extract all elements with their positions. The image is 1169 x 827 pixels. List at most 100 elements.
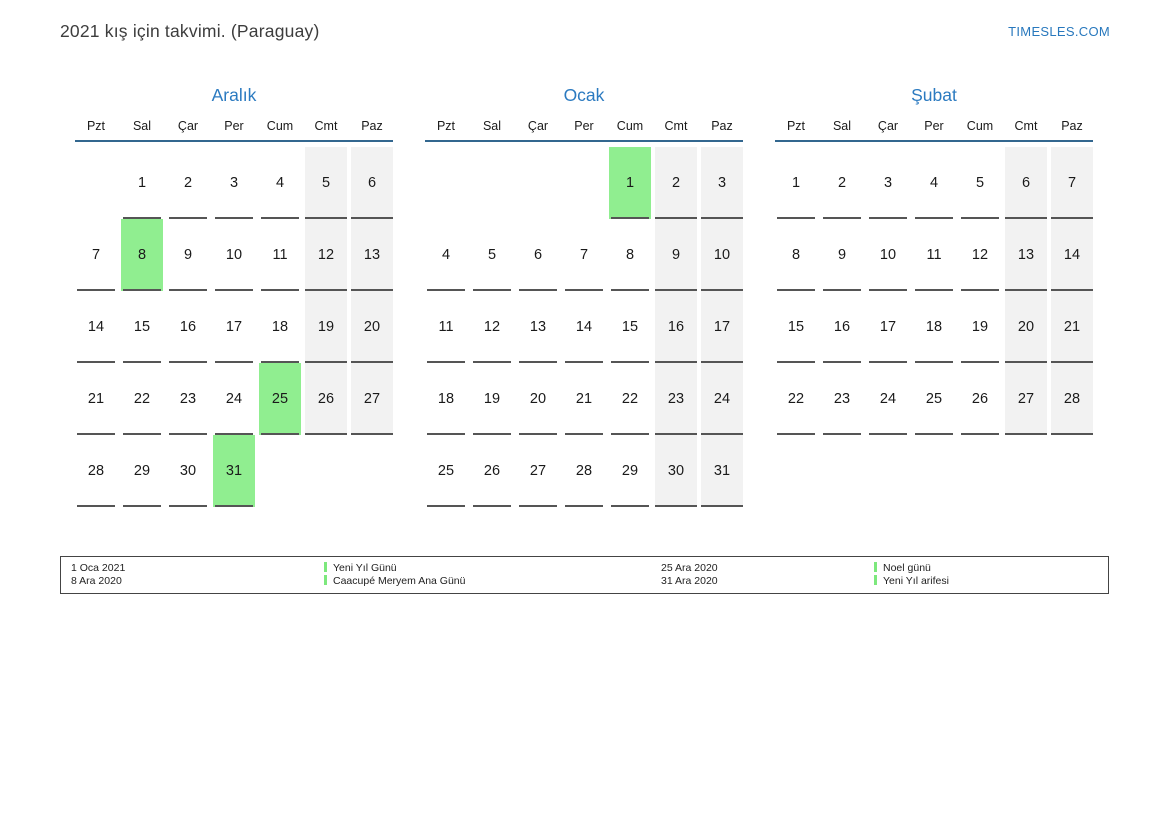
day-cell: 7 xyxy=(563,219,605,291)
holiday-day-cell: 8 xyxy=(121,219,163,291)
day-cell: 17 xyxy=(701,291,743,363)
empty-day-cell xyxy=(259,435,301,507)
weekday-label: Per xyxy=(224,119,244,133)
weekday-label: Cum xyxy=(266,119,294,133)
day-cell: 5 xyxy=(305,147,347,219)
legend-holiday-name: Yeni Yıl Günü xyxy=(333,562,397,574)
month-title: Şubat xyxy=(911,85,957,105)
weekday-label: Cmt xyxy=(314,119,338,133)
holiday-marker-bar xyxy=(324,575,327,585)
weekday-label: Cum xyxy=(616,119,644,133)
day-cell: 3 xyxy=(213,147,255,219)
day-cell: 15 xyxy=(609,291,651,363)
day-cell: 27 xyxy=(1005,363,1047,435)
day-cell: 27 xyxy=(517,435,559,507)
weekday-label: Pzt xyxy=(436,119,456,133)
weekday-label: Paz xyxy=(711,119,733,133)
day-cell: 7 xyxy=(1051,147,1093,219)
day-cell: 18 xyxy=(259,291,301,363)
day-cell: 10 xyxy=(701,219,743,291)
day-cell: 14 xyxy=(75,291,117,363)
day-cell: 20 xyxy=(351,291,393,363)
day-cell: 19 xyxy=(959,291,1001,363)
holiday-marker-bar xyxy=(874,575,877,585)
weekday-label: Paz xyxy=(1061,119,1083,133)
day-cell: 12 xyxy=(471,291,513,363)
day-cell: 19 xyxy=(305,291,347,363)
day-grid: 1 2 3 4 5 6 7 8 9 10 11 12 13 14 15 16 17 18 19 20 21 22 23 24 2… xyxy=(775,147,1093,435)
day-cell: 23 xyxy=(167,363,209,435)
day-cell: 22 xyxy=(609,363,651,435)
day-cell: 16 xyxy=(167,291,209,363)
empty-day-cell xyxy=(75,147,117,219)
day-cell: 9 xyxy=(655,219,697,291)
day-cell: 2 xyxy=(167,147,209,219)
day-cell: 20 xyxy=(517,363,559,435)
day-cell: 24 xyxy=(701,363,743,435)
day-cell: 26 xyxy=(305,363,347,435)
day-cell: 4 xyxy=(913,147,955,219)
month-calendar: Şubat Pzt Sal Çar Per Cum Cmt Paz 1 2 3 4 5 6 7 8 9 10 11 1… xyxy=(775,84,1093,435)
day-cell: 25 xyxy=(913,363,955,435)
day-cell: 15 xyxy=(121,291,163,363)
day-cell: 15 xyxy=(775,291,817,363)
header-rule xyxy=(425,140,743,142)
day-cell: 30 xyxy=(655,435,697,507)
weekday-label: Sal xyxy=(482,119,502,133)
day-cell: 1 xyxy=(775,147,817,219)
header-rule xyxy=(775,140,1093,142)
day-cell: 21 xyxy=(563,363,605,435)
weekday-label: Cmt xyxy=(664,119,688,133)
site-link[interactable]: TIMESLES.COM xyxy=(1008,24,1110,39)
day-cell: 3 xyxy=(701,147,743,219)
day-cell: 21 xyxy=(75,363,117,435)
day-cell: 21 xyxy=(1051,291,1093,363)
day-cell: 4 xyxy=(425,219,467,291)
legend-holiday-name: Caacupé Meryem Ana Günü xyxy=(333,575,466,587)
page-title: 2021 kış için takvimi. (Paraguay) xyxy=(60,21,320,41)
day-cell: 27 xyxy=(351,363,393,435)
day-cell: 6 xyxy=(351,147,393,219)
legend-date: 25 Ara 2020 xyxy=(661,562,718,574)
day-cell: 25 xyxy=(425,435,467,507)
day-cell: 14 xyxy=(1051,219,1093,291)
day-cell: 11 xyxy=(425,291,467,363)
month-title: Aralık xyxy=(211,85,257,105)
legend-names-column: Noel günü Yeni Yıl arifesi xyxy=(874,562,949,588)
legend-dates-column: 1 Oca 2021 8 Ara 2020 xyxy=(71,562,125,588)
day-cell: 1 xyxy=(121,147,163,219)
day-cell: 28 xyxy=(75,435,117,507)
day-cell: 7 xyxy=(75,219,117,291)
day-cell: 29 xyxy=(609,435,651,507)
day-cell: 24 xyxy=(867,363,909,435)
empty-day-cell xyxy=(351,435,393,507)
day-cell: 10 xyxy=(867,219,909,291)
day-cell: 18 xyxy=(913,291,955,363)
legend-holiday-name: Yeni Yıl arifesi xyxy=(883,575,949,587)
day-cell: 2 xyxy=(655,147,697,219)
legend-holiday-row: Caacupé Meryem Ana Günü xyxy=(324,575,466,588)
day-cell: 8 xyxy=(775,219,817,291)
day-cell: 3 xyxy=(867,147,909,219)
legend-names-column: Yeni Yıl Günü Caacupé Meryem Ana Günü xyxy=(324,562,466,588)
month-title: Ocak xyxy=(563,85,605,105)
day-cell: 17 xyxy=(867,291,909,363)
weekday-label: Sal xyxy=(132,119,152,133)
day-cell: 22 xyxy=(121,363,163,435)
legend-date: 8 Ara 2020 xyxy=(71,575,122,587)
weekday-label: Per xyxy=(574,119,594,133)
holiday-marker-bar xyxy=(324,562,327,572)
weekday-label: Per xyxy=(924,119,944,133)
empty-day-cell xyxy=(563,147,605,219)
day-cell: 13 xyxy=(1005,219,1047,291)
legend-date: 1 Oca 2021 xyxy=(71,562,126,574)
legend-holiday-name: Noel günü xyxy=(883,562,931,574)
header-rule xyxy=(75,140,393,142)
day-cell: 13 xyxy=(517,291,559,363)
weekday-label: Sal xyxy=(832,119,852,133)
legend-holiday-row: Yeni Yıl arifesi xyxy=(874,575,949,588)
weekday-header-row: Pzt Sal Çar Per Cum Cmt Paz xyxy=(75,118,393,134)
day-cell: 9 xyxy=(821,219,863,291)
month-calendar: Aralık Pzt Sal Çar Per Cum Cmt Paz 1 2 3 4 5 6 7 8 9 10 11… xyxy=(75,84,393,507)
day-cell: 19 xyxy=(471,363,513,435)
